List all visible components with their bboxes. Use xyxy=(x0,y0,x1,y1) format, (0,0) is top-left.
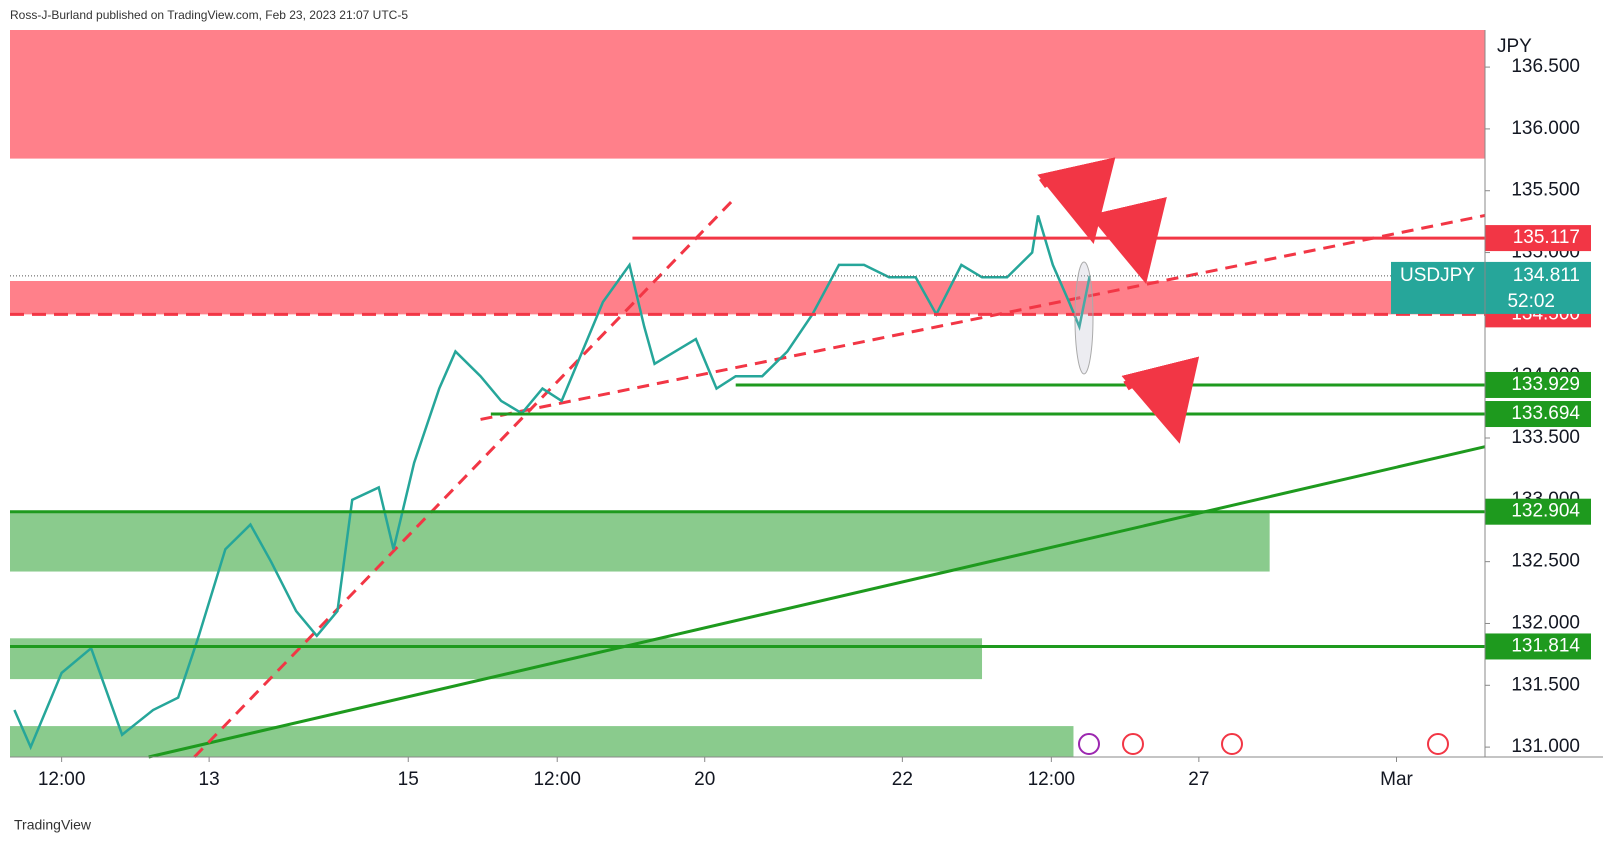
level-label: 132.904 xyxy=(1511,501,1580,522)
trendline xyxy=(193,200,733,759)
event-icon[interactable] xyxy=(1221,733,1243,755)
y-tick-label: 132.000 xyxy=(1511,612,1580,633)
x-tick-label: 22 xyxy=(892,769,913,790)
y-tick-label: 136.500 xyxy=(1511,56,1580,77)
highlight xyxy=(1074,261,1094,375)
last-price-tag xyxy=(1391,261,1591,314)
x-tick-label: 12:00 xyxy=(533,769,581,790)
zone xyxy=(10,280,1485,315)
symbol-label: USDJPY xyxy=(1400,265,1475,286)
zone xyxy=(10,30,1485,159)
arrow xyxy=(1037,157,1116,245)
level-tag xyxy=(1485,225,1591,252)
y-tick-label: 132.500 xyxy=(1511,551,1580,572)
level-label: 131.814 xyxy=(1511,635,1580,656)
x-tick-label: 12:00 xyxy=(1028,769,1076,790)
x-tick-label: 15 xyxy=(398,769,419,790)
y-tick-label: 131.500 xyxy=(1511,674,1580,695)
level-label: 135.117 xyxy=(1513,227,1580,248)
price-line xyxy=(13,215,1091,751)
x-tick-label: 13 xyxy=(199,769,220,790)
y-tick-label: 135.500 xyxy=(1511,180,1580,201)
zone xyxy=(10,511,1270,572)
level-label: 133.694 xyxy=(1511,403,1580,424)
trendline xyxy=(148,445,1486,759)
y-tick-label: 136.000 xyxy=(1511,118,1580,139)
x-tick-label: 27 xyxy=(1188,769,1209,790)
level-tag xyxy=(1485,401,1591,428)
axis-label: JPY xyxy=(1497,36,1532,57)
event-icon[interactable] xyxy=(1078,733,1100,755)
level-tag xyxy=(1485,633,1591,660)
zone xyxy=(10,638,983,680)
attribution: Ross-J-Burland published on TradingView.… xyxy=(10,8,408,22)
zone xyxy=(10,726,1074,757)
event-icon[interactable] xyxy=(1427,733,1449,755)
level-tag xyxy=(1485,371,1591,398)
arrow xyxy=(1121,356,1200,444)
level-tag xyxy=(1485,498,1591,525)
y-tick-label: 133.500 xyxy=(1511,427,1580,448)
trendline xyxy=(480,213,1486,421)
event-icon[interactable] xyxy=(1122,733,1144,755)
level-label: 133.929 xyxy=(1511,374,1580,395)
arrow xyxy=(1088,196,1167,284)
countdown-label: 52:02 xyxy=(1507,291,1555,312)
last-price-label: 134.811 xyxy=(1513,265,1580,286)
x-tick-label: Mar xyxy=(1380,769,1413,790)
x-tick-label: 20 xyxy=(694,769,715,790)
footer: TradingView xyxy=(14,817,92,833)
x-tick-label: 12:00 xyxy=(38,769,86,790)
y-tick-label: 131.000 xyxy=(1511,736,1580,757)
